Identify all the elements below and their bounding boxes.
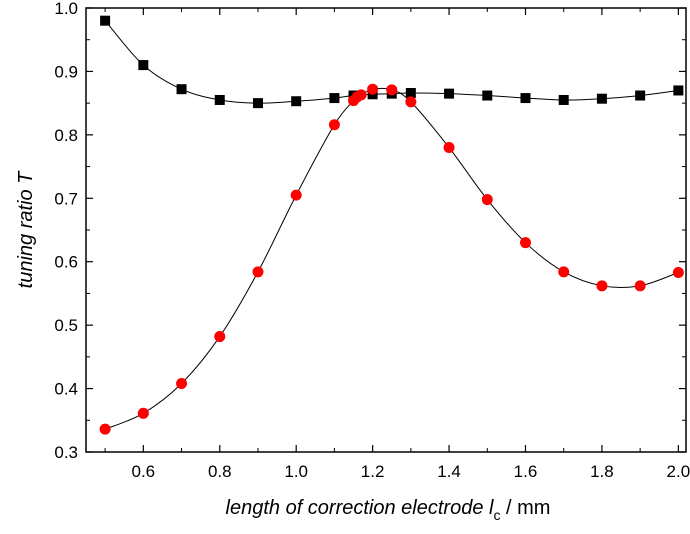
series-1-point	[367, 83, 379, 95]
series-0-point	[138, 60, 149, 71]
series-1-point	[443, 142, 455, 154]
y-axis-label: tuning ratio T	[15, 170, 37, 289]
series-0-point	[444, 88, 455, 99]
series-0-point	[291, 96, 302, 107]
plot-frame	[85, 7, 687, 453]
series-layer	[99, 15, 684, 435]
y-tick-label: 0.7	[54, 189, 78, 208]
x-axis-label-symbol: l	[489, 497, 494, 519]
series-0-point	[214, 94, 225, 105]
x-tick-label: 1.4	[437, 462, 461, 481]
y-tick-label: 0.5	[54, 316, 78, 335]
series-1-point	[558, 266, 570, 278]
series-0-point	[558, 94, 569, 105]
series-1-point	[519, 237, 531, 249]
series-0-point	[520, 93, 531, 104]
y-tick-label: 0.8	[54, 126, 78, 145]
series-1-point	[176, 377, 188, 389]
x-tick-label: 1.2	[361, 462, 385, 481]
series-1-point	[405, 96, 417, 108]
x-tick-label: 1.6	[514, 462, 538, 481]
x-tick-label: 1.0	[284, 462, 308, 481]
series-0-point	[329, 93, 340, 104]
series-0-point	[100, 15, 111, 26]
series-0-point	[405, 87, 416, 98]
x-tick-label: 0.8	[208, 462, 232, 481]
y-tick-label: 0.6	[54, 253, 78, 272]
series-1-point	[672, 266, 684, 278]
y-axis-label-prefix: tuning ratio	[15, 184, 37, 289]
series-1-point	[252, 266, 264, 278]
y-axis-label-symbol: T	[15, 170, 37, 184]
series-1-point	[596, 280, 608, 292]
series-1-point	[328, 119, 340, 131]
y-tick-label: 1.0	[54, 0, 78, 18]
series-0-point	[673, 85, 684, 96]
x-axis-label: length of correction electrode lc / mm	[226, 497, 551, 523]
y-tick-label: 0.9	[54, 62, 78, 81]
series-1-point	[214, 331, 226, 343]
x-axis-label-prefix: length of correction electrode	[226, 497, 490, 519]
x-axis-label-unit: / mm	[500, 497, 550, 519]
series-0-point	[252, 98, 263, 109]
series-1-point	[290, 189, 302, 201]
x-tick-label: 0.6	[132, 462, 156, 481]
series-1-point	[355, 89, 367, 101]
series-0-point	[176, 84, 187, 95]
y-axis-ticks: 0.3 0.4 0.5 0.6 0.7 0.8 0.9 1.0	[54, 0, 686, 462]
series-1-point	[386, 84, 398, 96]
series-0-point	[482, 90, 493, 101]
x-tick-label: 2.0	[667, 462, 690, 481]
series-1-point	[137, 407, 149, 419]
series-1-point	[634, 280, 646, 292]
series-0-point	[635, 90, 646, 101]
series-1-line	[104, 87, 679, 430]
y-tick-label: 0.4	[54, 380, 78, 399]
x-axis-ticks: 0.6 0.8 1.0 1.2 1.4 1.6 1.8 2.0	[104, 8, 690, 481]
series-0-point	[596, 93, 607, 104]
x-axis-label-subscript: c	[493, 507, 500, 523]
y-tick-label: 0.3	[54, 443, 78, 462]
series-1-point	[481, 194, 493, 206]
series-1-point	[99, 423, 111, 435]
x-tick-label: 1.8	[590, 462, 614, 481]
